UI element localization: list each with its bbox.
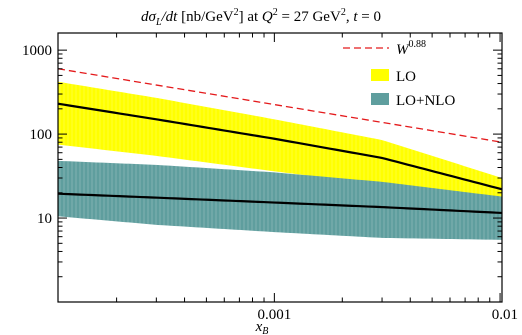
legend-swatch-nlo (371, 93, 389, 105)
legend-entry-nlo: LO+NLO (371, 93, 455, 109)
x-axis-label-text: xB (255, 319, 269, 335)
x-tick-label: 0.001 (257, 307, 291, 323)
y-tick-label: 100 (30, 127, 53, 143)
axes: 10 100 1000 0.001 0.01 (22, 32, 518, 323)
y-tick-label: 10 (37, 211, 52, 227)
w-power-law-line (58, 68, 502, 143)
legend: W0.88 LO LO+NLO (343, 39, 455, 109)
legend-entry-w: W0.88 (343, 39, 426, 58)
legend-label-nlo: LO+NLO (396, 93, 455, 109)
chart-title-text: dσL/dt [nb/GeV2] at Q2 = 27 GeV2, t = 0 (141, 7, 381, 28)
lo-central-line (58, 102, 502, 191)
plot-area (58, 68, 502, 240)
nlo-band (58, 160, 502, 240)
legend-label-w: W0.88 (396, 39, 426, 58)
legend-label-lo: LO (396, 69, 416, 85)
y-tick-label: 1000 (22, 43, 52, 59)
lo-band-hatching (59, 82, 501, 201)
lo-band (58, 81, 502, 201)
nlo-central-line (58, 192, 502, 215)
legend-swatch-lo (371, 69, 389, 81)
x-axis-label: xB (255, 319, 269, 335)
legend-entry-lo: LO (371, 69, 416, 85)
x-tick-label: 0.01 (492, 307, 518, 323)
chart-title: dσL/dt [nb/GeV2] at Q2 = 27 GeV2, t = 0 (141, 7, 381, 28)
